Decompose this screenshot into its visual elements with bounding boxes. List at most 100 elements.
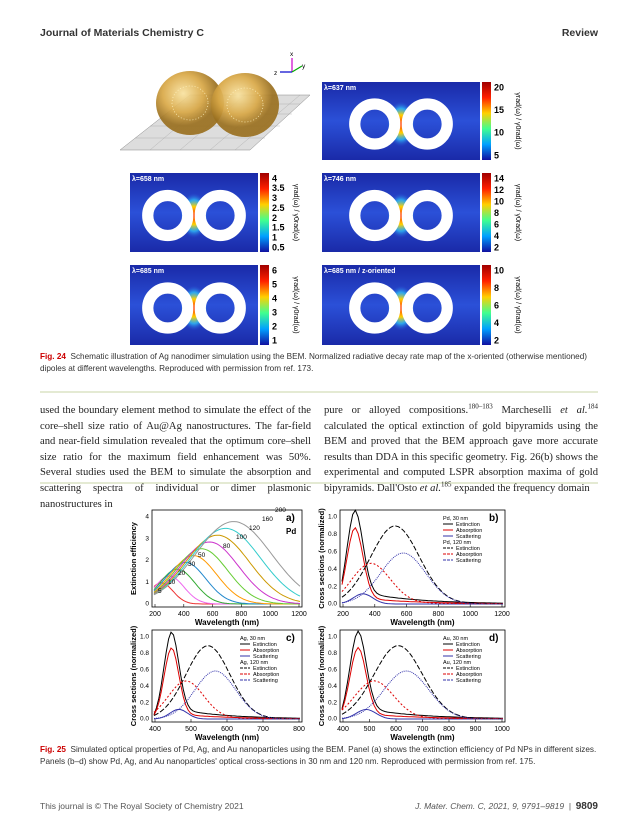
colorbar-tick: 1 — [272, 335, 277, 345]
y-tick-label: 4 — [145, 514, 149, 521]
colorbar-tick: 10 — [494, 196, 504, 206]
x-axis-title: Wavelength (nm) — [390, 733, 454, 742]
y-tick-label: 0.6 — [328, 549, 337, 556]
legend-entry: Extinction — [456, 546, 480, 552]
y-tick-label: 0.0 — [328, 716, 337, 723]
nanoshell — [401, 98, 453, 150]
nanoshell — [349, 189, 401, 242]
legend-entry: Absorption — [253, 648, 279, 654]
spectrum-curve — [153, 561, 300, 605]
nanoshell — [349, 282, 401, 334]
wavelength-label: λ=685 nm — [132, 267, 164, 275]
x-tick-label: 800 — [293, 726, 305, 733]
spectrum-curve — [153, 647, 300, 720]
colorbar-tick: 3.5 — [272, 183, 285, 193]
x-tick-label: 1200 — [291, 611, 307, 618]
journal-name: Journal of Materials Chemistry C — [40, 27, 204, 39]
legend-entry: Extinction — [456, 642, 480, 648]
colorbar-tick: 4 — [272, 173, 277, 183]
colorbar-tick: 5 — [272, 279, 277, 289]
x-tick-label: 600 — [207, 611, 219, 618]
axis-label: y — [302, 63, 306, 70]
legend-title: Au, 30 nm — [443, 636, 468, 642]
nanoshell — [194, 282, 246, 334]
colorbar-tick: 3 — [272, 307, 277, 317]
y-tick-label: 0 — [145, 601, 149, 608]
text-run: et al. — [560, 405, 588, 416]
spectrum-curve — [153, 680, 300, 720]
colorbar — [482, 173, 491, 252]
x-tick-label: 1000 — [494, 726, 510, 733]
legend-title: Pd — [286, 527, 296, 536]
colorbar-tick: 3 — [272, 193, 277, 203]
y-tick-label: 0.8 — [328, 650, 337, 657]
colorbar-tick: 2 — [494, 242, 499, 252]
y-tick-label: 0.4 — [328, 683, 337, 690]
text-run: 185 — [440, 480, 452, 489]
x-tick-label: 200 — [149, 611, 161, 618]
legend-title: Au, 120 nm — [443, 660, 472, 666]
legend-entry: Extinction — [253, 666, 277, 672]
y-tick-label: 0.0 — [140, 716, 149, 723]
nanoshell — [401, 189, 453, 242]
colorbar-tick: 6 — [494, 219, 499, 229]
legend-title: Pd, 30 nm — [443, 516, 468, 522]
x-tick-label: 400 — [369, 611, 381, 618]
wavelength-label: λ=658 nm — [132, 175, 164, 183]
x-tick-label: 400 — [178, 611, 190, 618]
size-label: 200 — [275, 507, 286, 514]
y-axis-title: Cross sections (normalized) — [317, 625, 326, 726]
colorbar-title: γrad(ω) / γ0rad(ω) — [514, 92, 521, 149]
y-axis-title: Cross sections (normalized) — [317, 508, 326, 609]
legend-entry: Scattering — [456, 558, 481, 564]
x-tick-label: 600 — [390, 726, 402, 733]
wavelength-label: λ=746 nm — [324, 175, 356, 183]
colorbar-tick: 14 — [494, 173, 504, 183]
x-tick-label: 800 — [236, 611, 248, 618]
spectrum-curve — [153, 527, 301, 597]
colorbar-tick: 6 — [494, 300, 499, 310]
colorbar-tick: 4 — [494, 231, 499, 241]
nanoshell — [142, 282, 194, 334]
colorbar-tick: 12 — [494, 185, 504, 195]
x-tick-label: 1000 — [262, 611, 278, 618]
nanoshell — [349, 98, 401, 150]
nanoshell — [401, 282, 453, 334]
panel-label: c) — [286, 633, 295, 644]
legend-entry: Scattering — [456, 654, 481, 660]
x-tick-label: 400 — [149, 726, 161, 733]
x-tick-label: 600 — [221, 726, 233, 733]
spectrum-curve — [153, 548, 301, 605]
y-tick-label: 1 — [145, 579, 149, 586]
spectrum-curve — [153, 534, 301, 602]
nanoshell — [194, 189, 246, 242]
spectrum-curve — [341, 680, 503, 720]
y-tick-label: 0.8 — [140, 650, 149, 657]
x-axis-title: Wavelength (nm) — [195, 618, 259, 627]
y-tick-label: 0.4 — [328, 566, 337, 573]
spectrum-curve — [341, 670, 503, 720]
colorbar — [482, 265, 491, 345]
spectrum-curve — [153, 645, 300, 720]
colorbar-title: γrad(ω) / γ0rad(ω) — [514, 276, 521, 333]
colorbar-tick: 2 — [494, 335, 499, 345]
text-run: expanded the frequency domain — [451, 482, 590, 494]
colorbar — [260, 265, 269, 345]
x-tick-label: 600 — [401, 611, 413, 618]
wavelength-label: λ=685 nm / z-oriented — [324, 267, 395, 275]
spectrum-curve — [341, 630, 503, 719]
size-label: 10 — [168, 579, 176, 586]
x-tick-label: 700 — [257, 726, 269, 733]
y-tick-label: 0.2 — [140, 699, 149, 706]
y-tick-label: 0.4 — [140, 683, 149, 690]
colorbar-tick: 4 — [272, 293, 277, 303]
x-tick-label: 400 — [337, 726, 349, 733]
right-column: pure or alloyed compositions.180–183 Mar… — [324, 403, 598, 497]
section-name: Review — [561, 27, 598, 39]
plot-frame — [151, 629, 303, 723]
panel-label: d) — [489, 633, 498, 644]
x-tick-label: 900 — [470, 726, 482, 733]
y-tick-label: 0.6 — [140, 667, 149, 674]
